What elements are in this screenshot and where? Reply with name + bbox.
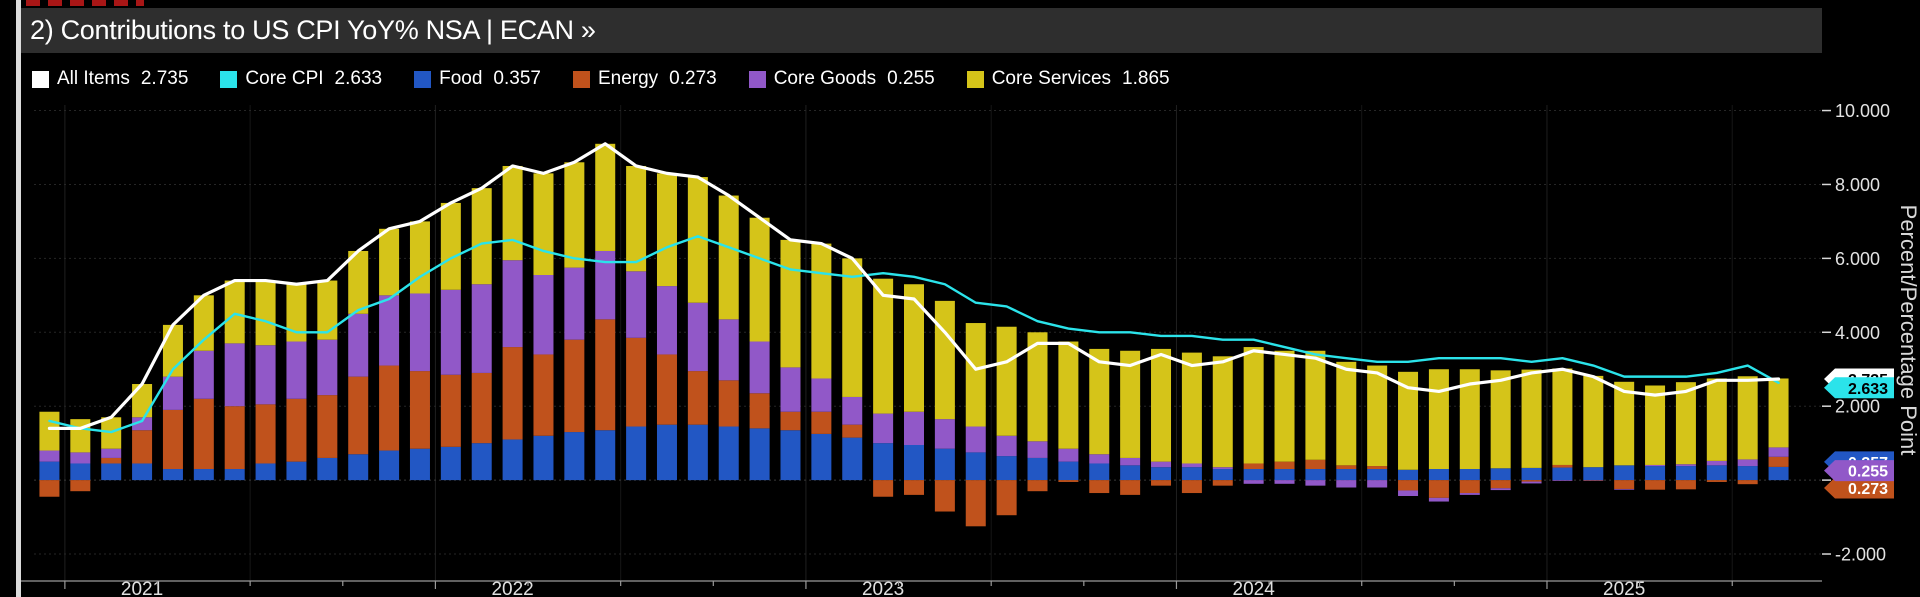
bars-food[interactable] [39, 424, 1789, 481]
x-axis-year-label: 2025 [1603, 579, 1645, 597]
food-swatch-icon [414, 70, 432, 88]
legend-item-core-cpi[interactable]: Core CPI 2.633 [220, 68, 382, 90]
line-core-cpi [48, 234, 1780, 434]
legend-label: Core Services [991, 68, 1112, 89]
y-axis-label: 6.000 [1835, 249, 1880, 269]
legend-label: Core Goods [773, 68, 877, 89]
chart-title-bar[interactable]: 2) Contributions to US CPI YoY% NSA | EC… [21, 8, 1822, 53]
x-axis-year-label: 2022 [491, 579, 533, 597]
legend-value: 0.255 [887, 68, 935, 89]
y-axis-label: 10.000 [1835, 101, 1890, 121]
x-axis-year-label: 2021 [121, 579, 163, 597]
axis-badge-value: 0.273 [1848, 481, 1888, 498]
x-axis-year-label: 2024 [1233, 579, 1276, 597]
legend-item-core-services[interactable]: Core Services 1.865 [966, 68, 1170, 90]
legend-item-core-goods[interactable]: Core Goods 0.255 [748, 68, 935, 90]
x-axis: 2021 2022 2023 2024 2025 [21, 579, 1822, 597]
legend-value: 2.735 [140, 68, 189, 89]
y-axis-label: 4.000 [1835, 323, 1880, 343]
bars-core-services[interactable] [39, 143, 1789, 470]
bars-energy[interactable] [39, 319, 1789, 527]
axis-badge-value: 2.633 [1848, 381, 1888, 398]
legend-value: 2.633 [334, 68, 383, 89]
legend-label: Food [439, 68, 483, 89]
axis-badge-2.633 [1824, 377, 1894, 399]
y-axis-label: 2.000 [1835, 397, 1880, 417]
legend-label: All Items [57, 68, 130, 89]
page-title: 2) Contributions to US CPI YoY% NSA | EC… [30, 15, 596, 45]
core-services-swatch-icon [966, 70, 984, 88]
panel-left-border [16, 0, 21, 597]
energy-swatch-icon [572, 70, 590, 88]
legend-value: 0.273 [669, 68, 717, 89]
all-items-swatch-icon [32, 70, 49, 88]
y-axis-label: -2.000 [1835, 545, 1886, 565]
y-axis-label: 8.000 [1835, 175, 1880, 195]
legend-label: Energy [597, 68, 659, 89]
cropped-toolbar-fragment [26, 0, 144, 6]
legend-item-food[interactable]: Food 0.357 [414, 68, 541, 90]
legend-label: Core CPI [245, 68, 324, 89]
legend-value: 1.865 [1122, 68, 1170, 89]
chart-legend: All Items 2.735 Core CPI 2.633 Food 0.35… [32, 64, 1170, 94]
y-axis-title: Percent/Percentage Point [1896, 205, 1920, 456]
axis-badge-0.255 [1824, 460, 1894, 482]
bars-core-goods[interactable] [39, 250, 1789, 502]
axis-badge-value: 0.255 [1848, 464, 1888, 481]
legend-item-all-items[interactable]: All Items 2.735 [32, 68, 188, 90]
axis-badge-0.273 [1824, 477, 1894, 499]
legend-item-energy[interactable]: Energy 0.273 [572, 68, 717, 90]
line-all-items [47, 142, 1781, 430]
plot-area[interactable] [34, 105, 1822, 581]
core-cpi-swatch-icon [220, 70, 238, 88]
legend-value: 0.357 [493, 68, 541, 89]
core-goods-swatch-icon [748, 70, 766, 88]
x-axis-year-label: 2023 [862, 579, 904, 597]
